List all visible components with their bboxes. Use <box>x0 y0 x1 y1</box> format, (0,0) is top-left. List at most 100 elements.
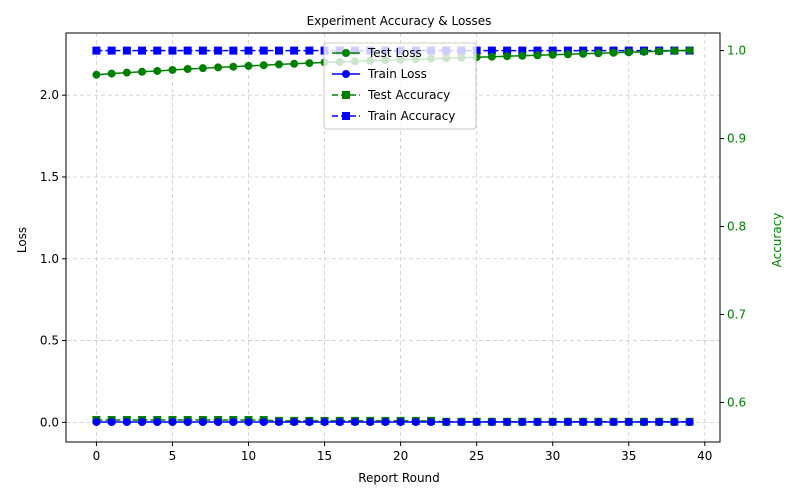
test-loss-point <box>548 50 557 59</box>
x-tick-label: 30 <box>545 449 560 463</box>
train-loss-point <box>563 418 572 427</box>
ticks: 0 5 10 15 20 25 30 35 40 0.0 0.5 1.0 1.5 2.0 0.6 0.7 0.8… <box>40 44 746 463</box>
legend-marker-train-loss <box>342 70 350 78</box>
y-tick-label-left: 0.5 <box>40 334 59 348</box>
train-accuracy-point <box>183 46 192 55</box>
train-loss-point <box>655 418 664 427</box>
train-accuracy-point <box>503 46 512 55</box>
test-loss-point <box>563 50 572 59</box>
test-loss-point <box>92 70 101 79</box>
train-loss-point <box>198 418 207 427</box>
test-loss-point <box>198 64 207 73</box>
y-tick-label-right: 0.9 <box>727 132 746 146</box>
train-accuracy-point <box>138 46 147 55</box>
train-accuracy-point <box>472 46 481 55</box>
train-loss-point <box>138 418 147 427</box>
train-loss-point <box>214 418 223 427</box>
train-accuracy-point <box>487 46 496 55</box>
y-tick-label-left: 1.5 <box>40 170 59 184</box>
train-loss-point <box>168 418 177 427</box>
train-loss-point <box>244 418 253 427</box>
train-loss-point <box>396 418 405 427</box>
train-loss-point <box>503 418 512 427</box>
test-loss-point <box>229 62 238 71</box>
train-loss-point <box>107 418 116 427</box>
x-tick-label: 25 <box>469 449 484 463</box>
series-test-accuracy <box>92 416 694 426</box>
train-accuracy-point <box>122 46 131 55</box>
test-loss-point <box>624 48 633 57</box>
x-tick-label: 5 <box>169 449 177 463</box>
test-loss-point <box>290 59 299 68</box>
train-loss-point <box>92 418 101 427</box>
x-tick-label: 35 <box>621 449 636 463</box>
y-tick-label-right: 1.0 <box>727 44 746 58</box>
train-loss-point <box>442 418 451 427</box>
train-loss-point <box>533 418 542 427</box>
test-loss-point <box>670 46 679 55</box>
train-loss-point <box>411 418 420 427</box>
train-loss-point <box>685 418 694 427</box>
train-loss-point <box>487 418 496 427</box>
train-accuracy-point <box>244 46 253 55</box>
test-loss-point <box>274 60 283 69</box>
plot-frame <box>65 32 721 443</box>
legend-label-train-accuracy: Train Accuracy <box>367 109 455 123</box>
test-loss-point <box>244 61 253 70</box>
train-loss-point <box>548 418 557 427</box>
test-loss-point <box>122 68 131 77</box>
test-loss-point <box>639 47 648 56</box>
train-accuracy-point <box>153 46 162 55</box>
train-accuracy-point <box>548 46 557 55</box>
train-loss-point <box>381 418 390 427</box>
train-loss-point <box>457 418 466 427</box>
train-accuracy-point <box>533 46 542 55</box>
train-loss-point <box>624 418 633 427</box>
train-loss-point <box>350 418 359 427</box>
test-loss-point <box>168 65 177 74</box>
series-train-loss <box>92 418 694 427</box>
train-loss-point <box>305 418 314 427</box>
legend-marker-test-accuracy <box>342 91 350 99</box>
train-accuracy-point <box>198 46 207 55</box>
x-tick-label: 20 <box>393 449 408 463</box>
test-loss-point <box>183 64 192 73</box>
x-tick-label: 0 <box>93 449 101 463</box>
test-loss-point <box>533 51 542 60</box>
train-accuracy-point <box>518 46 527 55</box>
train-loss-point <box>518 418 527 427</box>
train-loss-point <box>259 418 268 427</box>
train-loss-point <box>472 418 481 427</box>
y-tick-label-left: 0.0 <box>40 415 59 429</box>
y-axis-label-right: Accuracy <box>770 213 784 268</box>
legend-marker-test-loss <box>342 49 350 57</box>
train-loss-point <box>670 418 679 427</box>
train-accuracy-point <box>305 46 314 55</box>
train-accuracy-point <box>107 46 116 55</box>
test-loss-point <box>305 59 314 68</box>
legend-label-train-loss: Train Loss <box>367 67 427 81</box>
test-loss-point <box>138 67 147 76</box>
train-accuracy-point <box>168 46 177 55</box>
legend-label-test-accuracy: Test Accuracy <box>367 88 450 102</box>
legend-box <box>323 42 477 130</box>
x-axis-label: Report Round <box>358 471 440 485</box>
y-axis-label-left: Loss <box>15 227 29 253</box>
y-tick-label-right: 0.6 <box>727 395 746 409</box>
test-loss-point <box>579 49 588 58</box>
train-loss-point <box>290 418 299 427</box>
train-loss-point <box>335 418 344 427</box>
y-tick-label-right: 0.8 <box>727 220 746 234</box>
train-loss-point <box>122 418 131 427</box>
train-loss-point <box>609 418 618 427</box>
y-tick-label-left: 1.0 <box>40 252 59 266</box>
train-accuracy-point <box>259 46 268 55</box>
test-loss-point <box>153 66 162 75</box>
train-loss-point <box>274 418 283 427</box>
test-loss-point <box>685 46 694 55</box>
train-loss-point <box>579 418 588 427</box>
test-loss-point <box>594 49 603 58</box>
test-loss-point <box>487 52 496 61</box>
legend-label-test-loss: Test Loss <box>367 46 422 60</box>
